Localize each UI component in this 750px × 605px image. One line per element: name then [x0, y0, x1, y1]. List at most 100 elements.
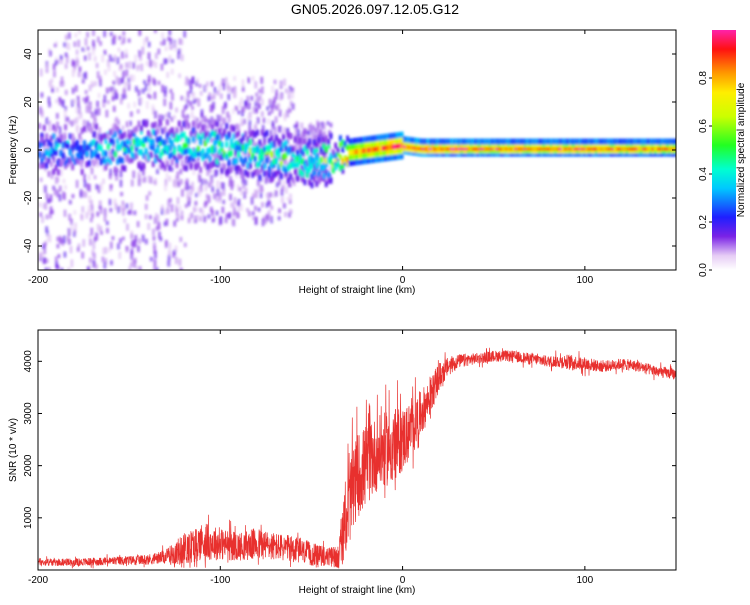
- heatmap-cell: [353, 137, 357, 144]
- heatmap-cell: [40, 140, 44, 147]
- heatmap-speckle: [176, 179, 180, 185]
- heatmap-speckle: [287, 89, 291, 95]
- heatmap-speckle: [176, 171, 180, 180]
- heatmap-speckle: [322, 154, 326, 159]
- heatmap-cell: [139, 139, 143, 146]
- heatmap-speckle: [241, 169, 245, 178]
- heatmap-speckle: [185, 116, 189, 123]
- heatmap-speckle: [101, 256, 105, 263]
- heatmap-cell: [303, 179, 307, 186]
- heatmap-speckle: [207, 182, 211, 188]
- heatmap-cell: [293, 136, 297, 143]
- heatmap-speckle: [243, 191, 247, 199]
- heatmap-speckle: [275, 182, 279, 188]
- heatmap-cell: [303, 160, 307, 167]
- heatmap-speckle: [101, 54, 105, 63]
- heatmap-speckle: [274, 190, 278, 197]
- heatmap-cell: [56, 169, 60, 176]
- heatmap-cell: [175, 127, 179, 134]
- heatmap-cell: [97, 143, 101, 150]
- heatmap-speckle: [92, 30, 96, 36]
- heatmap-cell: [104, 164, 108, 171]
- heatmap-cell: [161, 128, 165, 135]
- heatmap-speckle: [160, 207, 164, 215]
- heatmap-speckle: [69, 218, 73, 225]
- heatmap-cell: [616, 138, 620, 145]
- heatmap-speckle: [180, 95, 184, 101]
- heatmap-cell: [374, 156, 378, 163]
- heatmap-speckle: [209, 168, 213, 174]
- heatmap-speckle: [148, 215, 152, 220]
- heatmap-cell: [466, 138, 470, 145]
- heatmap-cell: [168, 165, 172, 172]
- heatmap-cell: [142, 162, 146, 169]
- heatmap-cell: [182, 143, 186, 150]
- heatmap-cell: [414, 137, 418, 144]
- heatmap-cell: [372, 135, 376, 142]
- heatmap-speckle: [141, 177, 145, 183]
- heatmap-speckle: [321, 150, 325, 156]
- heatmap-speckle: [185, 76, 189, 85]
- heatmap-cell: [303, 145, 307, 152]
- heatmap-speckle: [254, 101, 258, 107]
- heatmap-speckle: [316, 163, 320, 168]
- heatmap-cell: [47, 157, 51, 164]
- heatmap-speckle: [217, 123, 221, 130]
- heatmap-speckle: [277, 216, 281, 221]
- heatmap-cell: [215, 120, 219, 127]
- heatmap-speckle: [243, 100, 247, 106]
- heatmap-speckle: [178, 73, 182, 79]
- heatmap-speckle: [220, 81, 224, 87]
- heatmap-cell: [47, 170, 51, 177]
- heatmap-speckle: [165, 58, 169, 64]
- heatmap-speckle: [54, 59, 58, 66]
- heatmap-speckle: [186, 190, 190, 198]
- heatmap-cell: [265, 149, 269, 156]
- heatmap-speckle: [123, 94, 127, 99]
- heatmap-cell: [282, 165, 286, 172]
- heatmap-cell: [177, 153, 181, 160]
- heatmap-speckle: [164, 158, 168, 166]
- heatmap-cell: [374, 140, 378, 147]
- heatmap-speckle: [98, 78, 102, 87]
- heatmap-cell: [348, 154, 352, 161]
- heatmap-cell: [184, 136, 188, 143]
- heatmap-speckle: [123, 83, 127, 89]
- heatmap-cell: [144, 155, 148, 162]
- heatmap-cell: [61, 157, 65, 164]
- heatmap-cell: [246, 171, 250, 178]
- heatmap-cell: [87, 160, 91, 167]
- heatmap-cell: [196, 150, 200, 157]
- heatmap-cell: [303, 164, 307, 171]
- heatmap-cell: [203, 140, 207, 147]
- heatmap-cell: [52, 124, 56, 131]
- heatmap-speckle: [82, 119, 86, 126]
- heatmap-cell: [379, 145, 383, 152]
- heatmap-speckle: [141, 88, 145, 94]
- heatmap-cell: [350, 159, 354, 166]
- heatmap-cell: [208, 162, 212, 169]
- heatmap-speckle: [149, 176, 153, 184]
- heatmap-speckle: [121, 125, 125, 131]
- heatmap-speckle: [189, 190, 193, 196]
- heatmap-speckle: [271, 85, 275, 93]
- heatmap-speckle: [143, 176, 147, 183]
- heatmap-cell: [353, 143, 357, 150]
- heatmap-cell: [298, 137, 302, 144]
- heatmap-cell: [277, 148, 281, 155]
- heatmap-cell: [246, 162, 250, 169]
- heatmap-cell: [260, 153, 264, 160]
- heatmap-speckle: [109, 241, 113, 249]
- heatmap-speckle: [75, 49, 79, 55]
- heatmap-speckle: [263, 216, 267, 225]
- heatmap-cell: [315, 146, 319, 153]
- heatmap-speckle: [250, 136, 254, 142]
- heatmap-cell: [147, 130, 151, 137]
- heatmap-cell: [260, 129, 264, 136]
- heatmap-speckle: [165, 172, 169, 179]
- heatmap-cell: [329, 132, 333, 139]
- heatmap-cell: [369, 146, 373, 153]
- heatmap-speckle: [257, 103, 261, 108]
- heatmap-cell: [388, 154, 392, 161]
- heatmap-speckle: [259, 169, 263, 174]
